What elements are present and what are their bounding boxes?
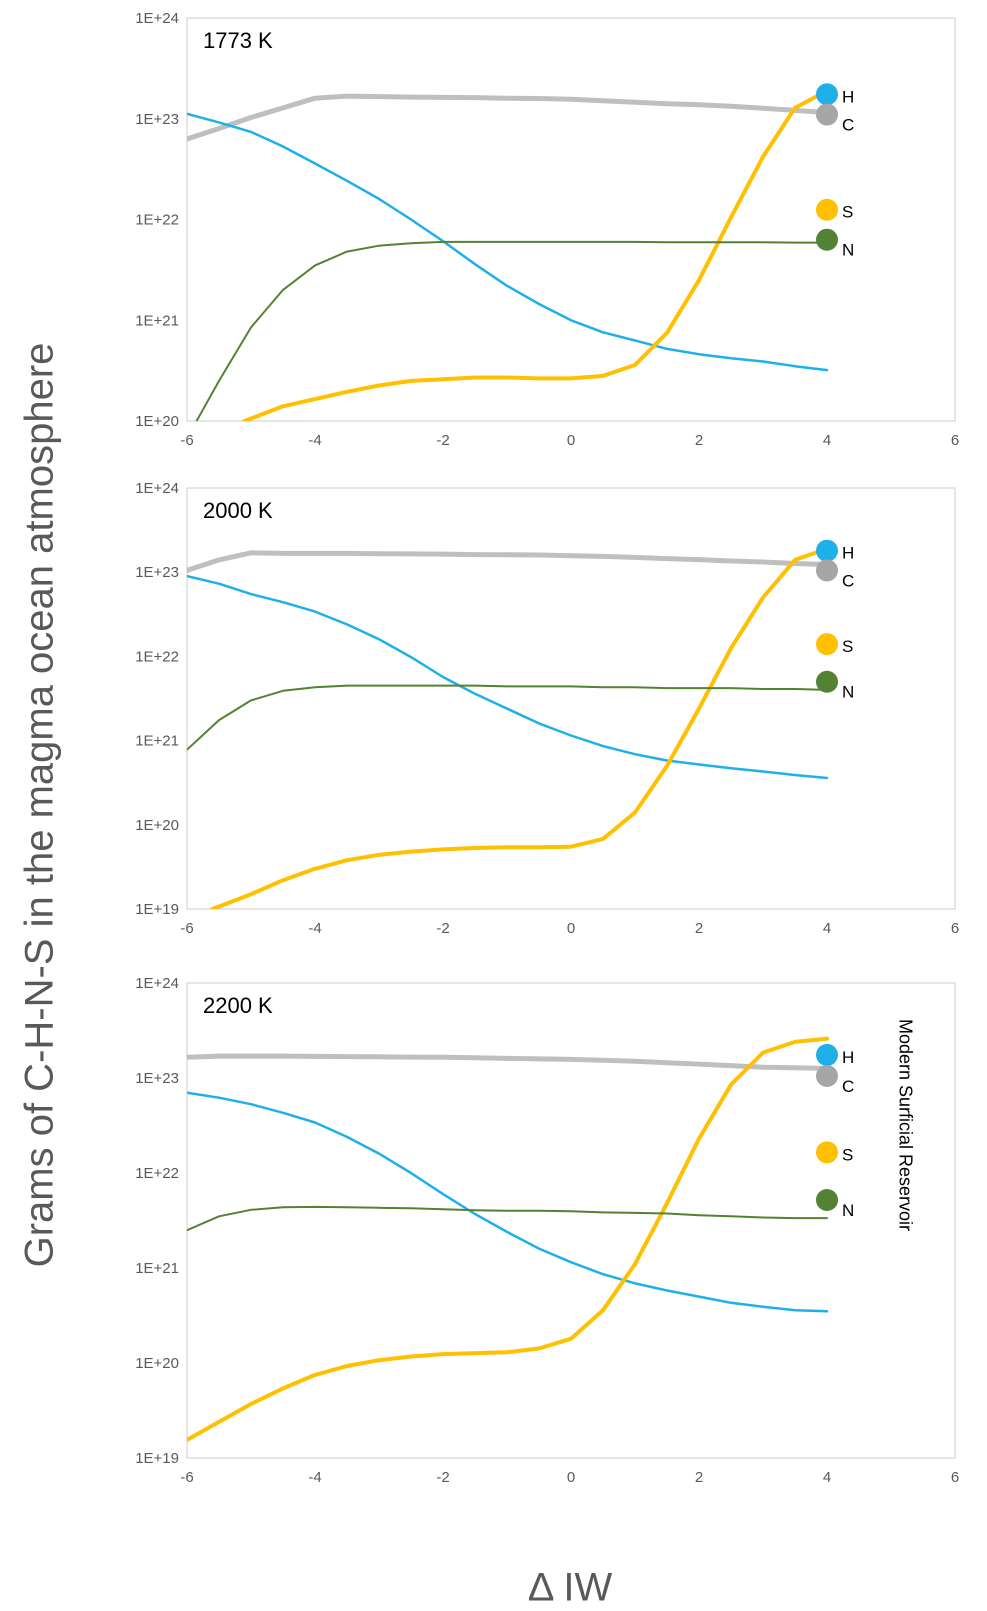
series-line-n [195, 240, 828, 421]
x-tick-label: -2 [436, 1469, 449, 1486]
marker-label-c: C [842, 1077, 854, 1096]
x-tick-label: 6 [951, 1469, 959, 1486]
x-tick-label: -4 [308, 920, 321, 937]
marker-label-h: H [842, 1048, 854, 1067]
marker-c [816, 559, 838, 582]
series-line-c [187, 1053, 830, 1071]
y-tick-label: 1E+22 [135, 648, 179, 665]
marker-label-n: N [842, 241, 854, 260]
x-axis-title: Δ IW [527, 1565, 613, 1610]
marker-s [816, 633, 838, 656]
marker-c [816, 103, 838, 126]
x-tick-label: 2 [695, 920, 703, 937]
marker-s [816, 1141, 838, 1164]
y-tick-label: 1E+19 [135, 901, 179, 918]
series-line-s [187, 1036, 829, 1442]
y-tick-label: 1E+24 [135, 975, 179, 992]
marker-n [816, 670, 838, 693]
marker-label-h: H [842, 87, 854, 106]
series-line-n [187, 684, 828, 751]
series-line-c [187, 93, 830, 142]
series-line-c [187, 550, 830, 573]
marker-label-c: C [842, 571, 854, 590]
marker-h [816, 83, 838, 106]
marker-label-h: H [842, 544, 854, 563]
marker-n [816, 1188, 838, 1211]
x-tick-label: 2 [695, 1469, 703, 1486]
marker-label-n: N [842, 1201, 854, 1220]
panel-title: 1773 K [203, 28, 273, 53]
y-tick-label: 1E+23 [135, 111, 179, 128]
x-tick-label: -6 [180, 1469, 193, 1486]
x-tick-label: -4 [308, 432, 321, 449]
x-tick-label: 2 [695, 432, 703, 449]
marker-c [816, 1064, 838, 1087]
marker-label-n: N [842, 683, 854, 702]
x-tick-label: -6 [180, 432, 193, 449]
x-tick-label: -4 [308, 1469, 321, 1486]
series-line-s [210, 546, 829, 909]
series-line-h [187, 112, 829, 372]
y-tick-label: 1E+21 [135, 1260, 179, 1277]
plot-area [186, 17, 956, 422]
x-tick-label: 4 [823, 920, 831, 937]
marker-s [816, 198, 838, 221]
series-line-h [187, 1091, 829, 1313]
y-tick-label: 1E+24 [135, 480, 179, 497]
panel-1773k: 1E+20 1E+21 1E+22 1E+23 1E+24 -6 -4 -2 0 2 4 6 1773 … [135, 10, 959, 449]
x-tick-label: 0 [567, 920, 575, 937]
x-tick-label: -2 [436, 432, 449, 449]
y-tick-label: 1E+24 [135, 10, 179, 27]
x-tick-label: 0 [567, 432, 575, 449]
y-tick-label: 1E+20 [135, 413, 179, 430]
x-tick-label: 4 [823, 1469, 831, 1486]
series-line-n [187, 1205, 828, 1232]
panel-2200k: 1E+19 1E+20 1E+21 1E+22 1E+23 1E+24 -6 -4 -2 0 2 4 6… [135, 975, 959, 1486]
marker-h [816, 539, 838, 562]
y-tick-label: 1E+20 [135, 817, 179, 834]
y-tick-label: 1E+23 [135, 564, 179, 581]
x-tick-label: 0 [567, 1469, 575, 1486]
x-tick-label: -2 [436, 920, 449, 937]
series-line-s [242, 88, 829, 421]
marker-label-s: S [842, 203, 853, 222]
panel-title: 2000 K [203, 498, 273, 523]
y-tick-label: 1E+22 [135, 1165, 179, 1182]
marker-n [816, 228, 838, 251]
y-tick-label: 1E+21 [135, 733, 179, 750]
y-tick-label: 1E+19 [135, 1450, 179, 1467]
marker-label-s: S [842, 1145, 853, 1164]
side-label: Modern Surficial Reservoir [895, 1018, 916, 1232]
series-line-h [187, 574, 829, 780]
x-tick-label: 4 [823, 432, 831, 449]
y-axis-title: Grams of C-H-N-S in the magma ocean atmo… [17, 342, 62, 1268]
y-tick-label: 1E+23 [135, 1070, 179, 1087]
panel-2000k: 1E+19 1E+20 1E+21 1E+22 1E+23 1E+24 -6 -4 -2 0 2 4 6… [135, 480, 959, 937]
panel-title: 2200 K [203, 993, 273, 1018]
x-tick-label: 6 [951, 920, 959, 937]
marker-label-s: S [842, 637, 853, 656]
y-tick-label: 1E+20 [135, 1355, 179, 1372]
x-tick-label: 6 [951, 432, 959, 449]
y-tick-label: 1E+22 [135, 212, 179, 229]
x-tick-label: -6 [180, 920, 193, 937]
marker-h [816, 1043, 838, 1066]
marker-label-c: C [842, 116, 854, 135]
y-tick-label: 1E+21 [135, 312, 179, 329]
